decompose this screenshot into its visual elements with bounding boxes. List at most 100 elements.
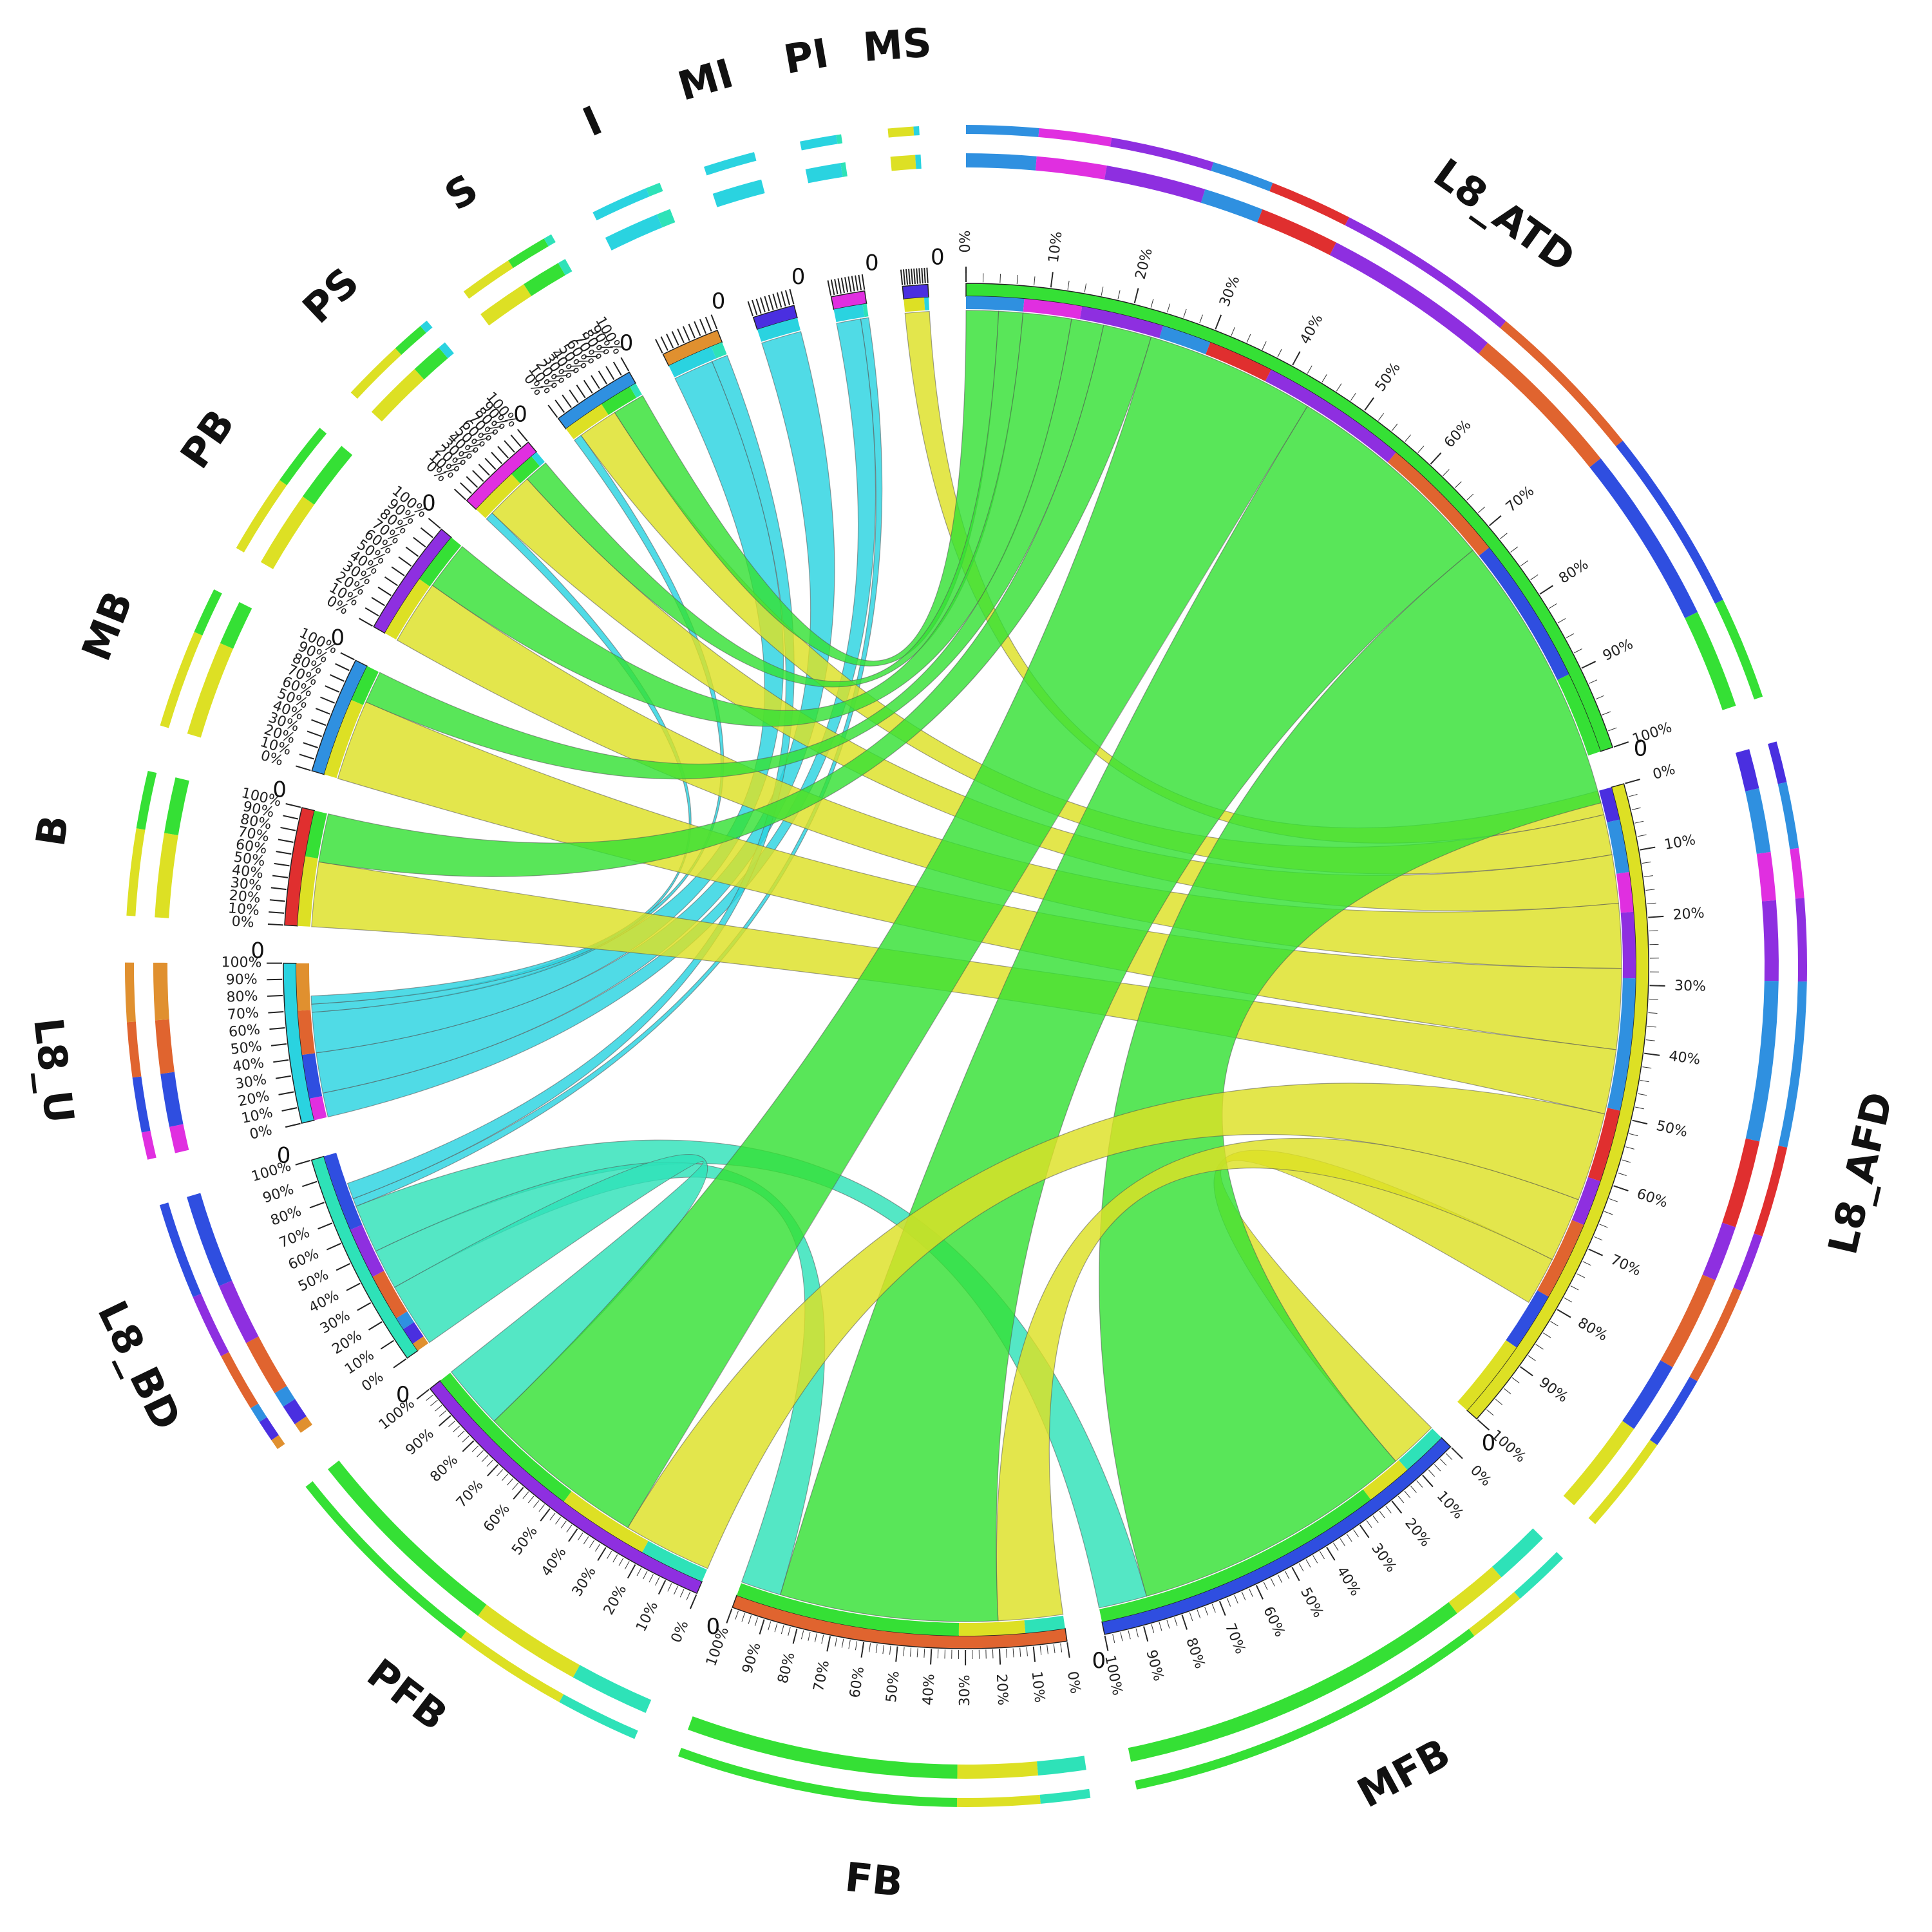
outer-ring-b-l8-u-3	[125, 962, 136, 1023]
outer-ring-b-mi-0	[704, 152, 757, 176]
tick-label-l8-atd-5: 50%	[1372, 359, 1404, 394]
tick-label-l8-afd-0: 0%	[1651, 761, 1677, 782]
outer-ring-b-l8-bd-3	[221, 1352, 259, 1408]
minor-tick-l8-afd-40	[1557, 1309, 1566, 1315]
minor-tick-l8-atd-16	[1231, 327, 1235, 336]
segment-strip-l8-atd-7	[1479, 547, 1569, 680]
zero-label-l8-bd: 0	[277, 1143, 291, 1169]
segment-strip-l8-u-2	[298, 1010, 316, 1056]
minor-tick-l8-afd-36	[1582, 1261, 1591, 1266]
tick-label-pfb-8: 80%	[428, 1452, 462, 1486]
outer-ring-b-l8-bd-5	[159, 1202, 202, 1298]
tick-label-l8-afd-2: 20%	[1672, 905, 1705, 923]
tick-pi-6	[848, 276, 852, 292]
minor-tick-l8-atd-12	[1167, 303, 1171, 313]
minor-tick-mfb-39	[1189, 1612, 1193, 1622]
tick-label-fb-2: 20%	[993, 1674, 1010, 1706]
tick-ps-6	[491, 451, 503, 464]
minor-tick-fb-26	[889, 1645, 891, 1655]
minor-tick-mfb-47	[1128, 1630, 1131, 1640]
outer-ring-a-fb-1	[957, 1761, 1038, 1779]
tick-label-l8-u-7: 70%	[227, 1005, 259, 1023]
segment-label-s: S	[437, 165, 486, 220]
tick-s-6	[591, 375, 600, 389]
zero-label-fb: 0	[706, 1614, 721, 1640]
outer-ring-a-l8-atd-7	[1589, 458, 1698, 619]
segment-strip-l8-afd-9	[1457, 1340, 1517, 1411]
tick-ps-8	[504, 440, 515, 453]
tick-pi-3	[837, 278, 842, 294]
segment-strip-l8-u-0	[309, 1095, 327, 1121]
minor-tick-l8-atd-39	[1530, 574, 1539, 580]
minor-tick-mfb-44	[1151, 1624, 1155, 1633]
outer-ring-b-l8-afd-4	[1778, 981, 1807, 1148]
minor-tick-l8-atd-7	[1084, 283, 1087, 293]
segment-strip-s-1	[601, 386, 637, 415]
segment-label-l8-u: L8_U	[24, 1016, 83, 1126]
ribbon-pfb-to-l8-bd	[393, 1153, 708, 1422]
tick-label-b-1: 10%	[227, 900, 260, 919]
minor-tick-fb-30	[862, 1642, 864, 1651]
tick-mi-9	[784, 290, 791, 306]
tick-b-5	[274, 862, 290, 867]
tick-s-4	[576, 384, 586, 399]
tick-label-l8-atd-2: 20%	[1133, 247, 1156, 281]
outer-ring-b-fb-0	[1039, 1788, 1091, 1804]
outer-ring-b-fb-2	[678, 1747, 958, 1807]
minor-tick-pfb-31	[512, 1482, 519, 1490]
outer-ring-a-s-1	[524, 263, 565, 296]
tick-s-5	[583, 379, 593, 394]
minor-tick-pfb-2	[679, 1589, 685, 1598]
segment-strip-l8-bd-3	[372, 1271, 408, 1318]
minor-tick-l8-atd-46	[1589, 679, 1598, 684]
tick-i-8	[699, 319, 706, 334]
tick-b-8	[280, 826, 296, 831]
outer-ring-a-l8-afd-8	[1622, 1360, 1673, 1429]
outer-ring-b-l8-u-1	[132, 1076, 151, 1133]
minor-tick-l8-afd-41	[1550, 1321, 1558, 1327]
segment-label-l8-atd: L8_ATD	[1425, 149, 1584, 281]
outer-ring-b-l8-afd-8	[1649, 1376, 1698, 1445]
minor-tick-pfb-15	[601, 1547, 607, 1556]
minor-tick-mfb-31	[1249, 1588, 1253, 1597]
minor-tick-fb-35	[828, 1636, 831, 1645]
segment-label-l8-bd: L8_BD	[88, 1294, 190, 1437]
zero-label-mfb: 0	[1092, 1648, 1106, 1674]
tick-label-fb-1: 10%	[1028, 1671, 1048, 1703]
tick-i-3	[671, 331, 679, 346]
outer-ring-a-s-2	[558, 259, 573, 276]
tick-label-b-3: 30%	[229, 875, 262, 894]
outer-ring-b-mb-0	[160, 632, 203, 728]
outer-ring-a-b-1	[164, 777, 189, 835]
outer-ring-a-l8-u-2	[155, 1019, 175, 1074]
tick-mb-8	[330, 674, 345, 682]
segment-label-mfb: MFB	[1350, 1729, 1458, 1817]
outer-ring-b-s-0	[463, 260, 513, 299]
tick-label-pfb-6: 60%	[480, 1501, 513, 1535]
minor-tick-pfb-43	[453, 1425, 460, 1432]
minor-tick-l8-afd-4	[1637, 834, 1647, 837]
minor-tick-pfb-39	[471, 1445, 479, 1452]
segment-strip-l8-atd-1	[1023, 298, 1083, 319]
minor-tick-l8-atd-19	[1277, 348, 1282, 357]
outer-ring-a-b-0	[155, 833, 178, 918]
minor-tick-l8-afd-0	[1625, 781, 1634, 784]
segment-strip-l8-bd-2	[396, 1311, 414, 1329]
tick-l8-u-2	[278, 1091, 294, 1095]
minor-tick-fb-50	[728, 1608, 732, 1618]
minor-tick-l8-atd-15	[1215, 320, 1219, 330]
segment-strip-l8-atd-8	[1557, 674, 1601, 756]
tick-label-mfb-0: 0%	[1467, 1463, 1494, 1490]
ribbon-mb-to-l8-afd	[337, 701, 1622, 1050]
minor-tick-fb-48	[741, 1613, 745, 1622]
outer-ring-a-l8-afd-1	[1745, 788, 1771, 854]
segment-strip-l8-atd-3	[1159, 326, 1211, 355]
tick-pb-1	[365, 607, 379, 617]
tick-label-pfb-3: 30%	[569, 1564, 600, 1600]
minor-tick-l8-afd-6	[1642, 861, 1651, 864]
minor-tick-mfb-14	[1366, 1520, 1372, 1528]
tick-label-mfb-5: 50%	[1297, 1585, 1326, 1620]
tick-ms-9	[923, 267, 926, 283]
minor-tick-pfb-26	[538, 1504, 545, 1512]
tick-mb-10	[340, 652, 355, 661]
